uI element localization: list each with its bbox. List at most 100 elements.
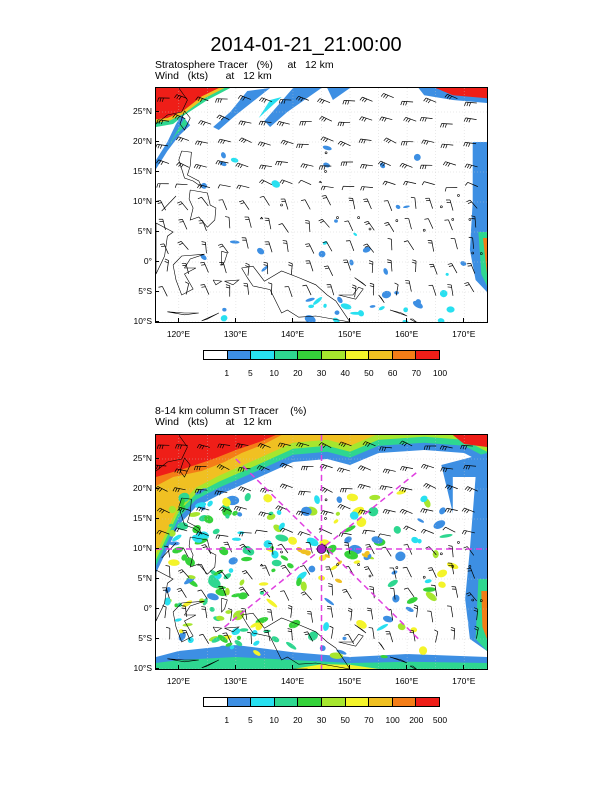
barb-feather (363, 198, 368, 200)
wind-barb (345, 240, 355, 252)
barb-shaft (240, 532, 252, 534)
barb-feather (221, 507, 225, 512)
barb-feather (261, 98, 265, 103)
barb-feather (381, 546, 386, 549)
barb-feather (365, 568, 370, 570)
wind-barb (439, 445, 453, 451)
latitude-tick (155, 111, 159, 112)
wind-barb (434, 629, 439, 643)
barb-feather (259, 179, 263, 183)
tracer-cell (376, 623, 389, 631)
barb-shaft (179, 507, 191, 511)
barb-feather (156, 507, 161, 512)
wind-barb (328, 583, 333, 596)
barb-shaft (431, 240, 435, 252)
barb-shaft (445, 526, 456, 533)
barb-feather (259, 195, 264, 198)
tracer-contour-100 (435, 88, 487, 99)
barb-feather (361, 117, 365, 122)
barb-feather (172, 114, 176, 118)
barb-feather (238, 137, 242, 142)
latitude-tick (155, 488, 159, 489)
tracer-cell (255, 617, 269, 624)
wind-barb (323, 265, 334, 276)
wind-barb (284, 286, 293, 298)
latitude-tick (155, 578, 159, 579)
barb-feather (260, 512, 264, 517)
wind-barb (174, 527, 188, 533)
wind-barb (280, 198, 289, 210)
barb-feather (340, 161, 343, 166)
barb-feather (467, 594, 472, 597)
coastline-segment (178, 497, 203, 535)
barb-feather (223, 541, 228, 543)
barb-shaft (322, 185, 334, 189)
wind-barb (296, 510, 310, 516)
wind-barb (215, 534, 229, 540)
wind-barb (400, 100, 414, 106)
wind-barb (340, 161, 354, 166)
barb-shaft (363, 529, 376, 532)
barb-feather (363, 139, 366, 144)
wind-barb (326, 284, 335, 296)
barb-feather (296, 442, 299, 447)
barb-shaft (176, 444, 188, 446)
wind-barb (450, 238, 458, 250)
wind-barb (216, 114, 230, 121)
tracer-cell (208, 574, 215, 583)
barb-feather (165, 565, 170, 567)
wind-barb (451, 586, 459, 598)
barb-feather (423, 97, 427, 102)
barb-feather (263, 99, 267, 103)
coastline-segment (172, 253, 205, 296)
tracer-cell (446, 306, 455, 313)
wind-barb (297, 531, 311, 536)
barb-feather (177, 507, 181, 511)
wind-barb (194, 488, 208, 494)
barb-feather (258, 511, 262, 516)
tracer-cell (253, 650, 261, 656)
barb-feather (263, 264, 268, 266)
tracer-cell (330, 565, 338, 571)
tracer-cell (392, 594, 400, 603)
wind-barbs (156, 93, 478, 298)
barb-feather (413, 604, 418, 607)
barb-shaft (447, 93, 458, 99)
tracer-contour-5 (327, 88, 350, 100)
barb-shaft (445, 161, 456, 166)
wind-barb (238, 137, 252, 144)
barb-shaft (306, 284, 312, 296)
barb-feather (422, 509, 426, 513)
wind-barb (368, 260, 374, 273)
barb-feather (403, 587, 408, 590)
barb-feather (215, 98, 217, 103)
wind-barb (172, 114, 186, 120)
longitude-tick (463, 318, 465, 322)
barb-feather (220, 116, 225, 121)
barb-shaft (242, 586, 250, 597)
wind-barb (181, 630, 191, 641)
barb-feather (405, 117, 409, 122)
barb-feather (196, 466, 199, 471)
barb-shaft (347, 220, 354, 232)
barb-shaft (237, 162, 249, 168)
barb-feather (337, 504, 341, 508)
barb-shaft (283, 590, 290, 601)
barb-feather (225, 286, 230, 289)
barb-feather (401, 441, 405, 446)
colorbar-label: 1 (224, 368, 230, 378)
tracer-cell (228, 557, 238, 565)
barb-feather (217, 160, 221, 165)
wind-barb (322, 241, 333, 252)
barb-feather (466, 164, 470, 169)
barb-feather (380, 161, 384, 166)
barb-feather (424, 117, 427, 122)
tracer-cell (344, 536, 352, 544)
tracer-cell (172, 546, 184, 554)
wind-barb (214, 490, 228, 496)
barb-feather (240, 467, 243, 472)
barb-feather (320, 136, 324, 141)
barb-feather (425, 484, 429, 488)
barb-feather (325, 138, 329, 143)
barb-feather (467, 487, 471, 491)
